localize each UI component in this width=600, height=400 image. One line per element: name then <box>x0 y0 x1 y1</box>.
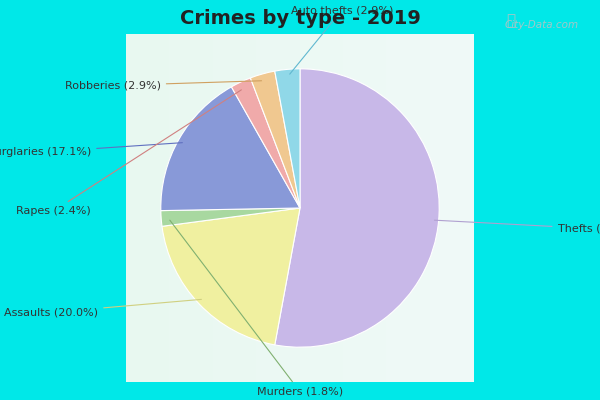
Text: Assaults (20.0%): Assaults (20.0%) <box>4 299 202 318</box>
Text: ⓘ: ⓘ <box>506 13 515 28</box>
Wedge shape <box>275 69 300 208</box>
Wedge shape <box>232 78 300 208</box>
Wedge shape <box>161 208 300 226</box>
Wedge shape <box>275 69 439 347</box>
Wedge shape <box>250 71 300 208</box>
Text: Thefts (52.9%): Thefts (52.9%) <box>434 220 600 234</box>
Text: Rapes (2.4%): Rapes (2.4%) <box>16 90 241 216</box>
Text: Crimes by type - 2019: Crimes by type - 2019 <box>179 8 421 28</box>
Text: City-Data.com: City-Data.com <box>504 20 578 30</box>
Wedge shape <box>162 208 300 345</box>
Text: Murders (1.8%): Murders (1.8%) <box>170 220 343 397</box>
Text: Burglaries (17.1%): Burglaries (17.1%) <box>0 143 182 157</box>
Wedge shape <box>161 87 300 211</box>
Text: Robberies (2.9%): Robberies (2.9%) <box>65 80 262 90</box>
Text: Auto thefts (2.9%): Auto thefts (2.9%) <box>290 5 393 74</box>
